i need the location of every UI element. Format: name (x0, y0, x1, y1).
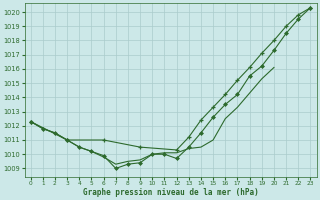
X-axis label: Graphe pression niveau de la mer (hPa): Graphe pression niveau de la mer (hPa) (83, 188, 258, 197)
